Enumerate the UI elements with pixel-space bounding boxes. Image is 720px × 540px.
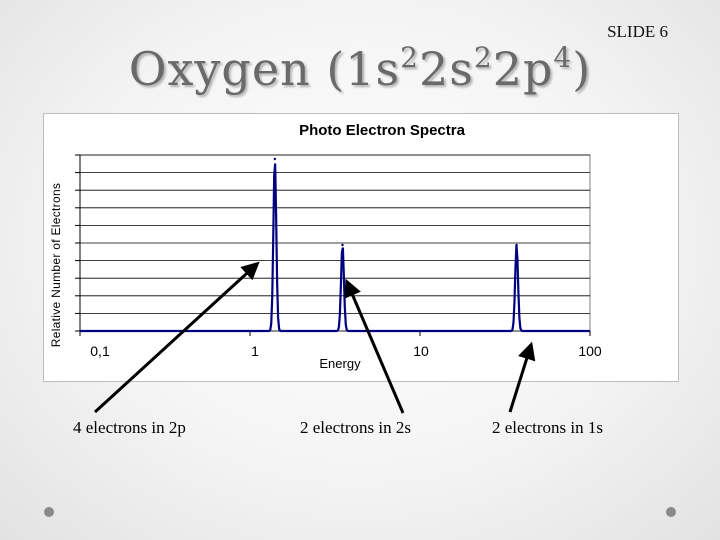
chart-frame [43,113,679,382]
x-tick-label: 0,1 [90,343,110,359]
peak-2 [515,243,518,247]
annotation-1s: 2 electrons in 1s [492,418,603,437]
series-layer [80,157,590,333]
left-bullet-icon [44,507,54,517]
grid-layer [75,154,591,336]
peak-0 [273,157,277,161]
arrow-2s [344,278,405,414]
spectrum-line [80,163,590,333]
chart-title: Photo Electron Spectra [299,122,465,139]
annotation-2s: 2 electrons in 2s [300,418,411,437]
x-axis-label: Energy [319,356,361,371]
slide-number: SLIDE 6 [607,22,668,41]
annotation-2p: 4 electrons in 2p [73,418,186,437]
y-axis-label: Relative Number of Electrons [49,182,63,348]
right-bullet-icon [666,507,676,517]
x-tick-label: 100 [578,343,602,359]
slide-title: Oxygen (1s22s22p4) [128,41,592,96]
arrow-layer [93,261,536,414]
arrow-2p [93,261,260,414]
x-tick-label: 1 [251,343,259,359]
arrow-1s [508,341,536,413]
x-tick-label: 10 [413,343,429,359]
peak-1 [341,243,344,247]
